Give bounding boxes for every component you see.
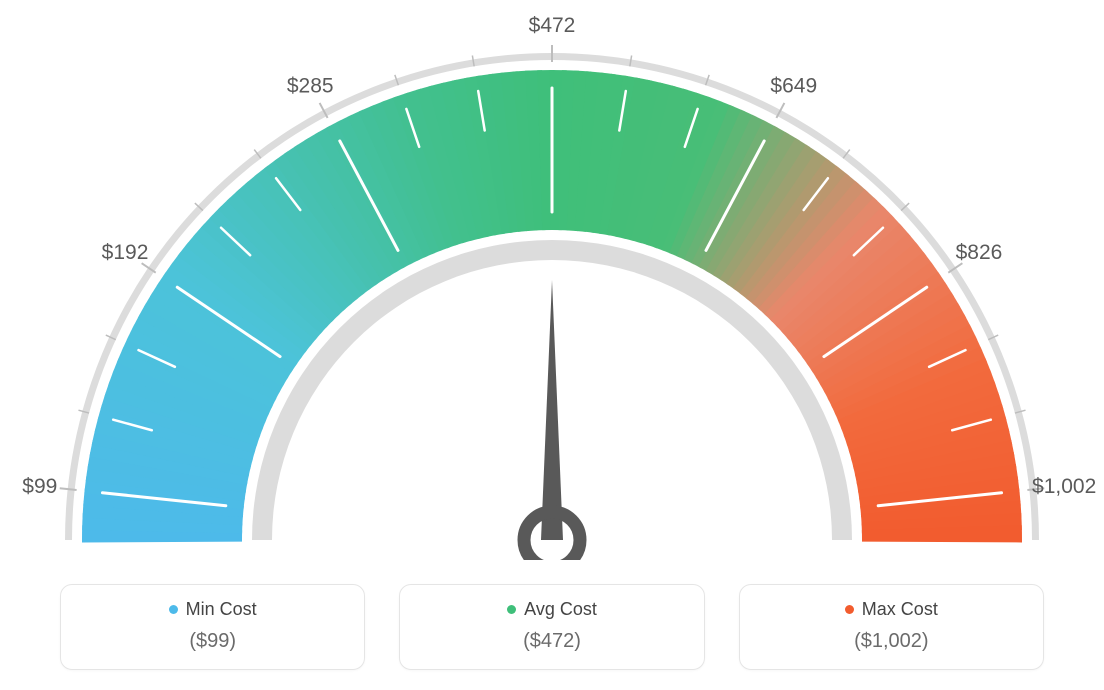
legend-row: Min Cost ($99) Avg Cost ($472) Max Cost … <box>0 584 1104 670</box>
svg-text:$285: $285 <box>287 74 334 97</box>
svg-text:$649: $649 <box>770 74 817 97</box>
legend-dot-avg <box>507 605 516 614</box>
legend-card-avg: Avg Cost ($472) <box>399 584 704 670</box>
svg-text:$826: $826 <box>956 241 1003 264</box>
legend-card-min: Min Cost ($99) <box>60 584 365 670</box>
svg-text:$99: $99 <box>22 475 57 498</box>
legend-label-max: Max Cost <box>862 599 938 620</box>
legend-label-avg: Avg Cost <box>524 599 597 620</box>
svg-text:$192: $192 <box>102 241 149 264</box>
svg-text:$472: $472 <box>529 14 576 37</box>
legend-dot-max <box>845 605 854 614</box>
legend-value-min: ($99) <box>71 630 354 653</box>
legend-dot-min <box>169 605 178 614</box>
legend-card-max: Max Cost ($1,002) <box>739 584 1044 670</box>
svg-text:$1,002: $1,002 <box>1032 475 1096 498</box>
legend-value-avg: ($472) <box>410 630 693 653</box>
legend-value-max: ($1,002) <box>750 630 1033 653</box>
legend-label-min: Min Cost <box>186 599 257 620</box>
gauge-chart: $99 $192 $285 $472 $649 $826 $1,002 <box>0 0 1104 560</box>
